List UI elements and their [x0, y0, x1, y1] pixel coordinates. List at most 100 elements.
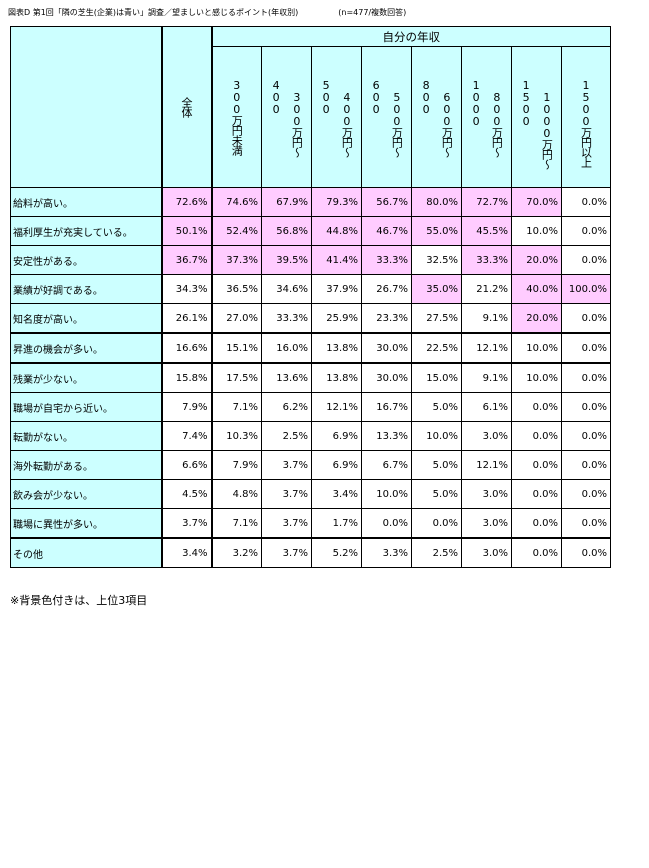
cell-value: 0.0%: [561, 421, 611, 451]
cell-value: 12.1%: [461, 450, 512, 480]
cell-value: 2.5%: [261, 421, 312, 451]
cell-value: 7.1%: [211, 392, 262, 422]
cell-value: 67.9%: [261, 187, 312, 217]
cell-value: 0.0%: [561, 245, 611, 275]
cell-value: 0.0%: [561, 362, 611, 393]
cell-value: 10.0%: [511, 332, 562, 364]
row-label: 知名度が高い。: [10, 303, 163, 334]
cell-value: 0.0%: [511, 537, 562, 568]
row-label: 職場に異性が多い。: [10, 508, 163, 539]
cell-value: 37.3%: [211, 245, 262, 275]
row-label: 福利厚生が充実している。: [10, 216, 163, 246]
table-row: その他 3.4% 3.2% 3.7% 5.2% 3.3% 2.5% 3.0% 0.0% 0.0%: [10, 537, 611, 568]
cell-value: 15.0%: [411, 362, 462, 393]
cell-value: 6.2%: [261, 392, 312, 422]
cell-value: 13.8%: [311, 332, 362, 364]
cell-value: 55.0%: [411, 216, 462, 246]
cell-value: 6.9%: [311, 421, 362, 451]
table-row: 転勤がない。 7.4% 10.3% 2.5% 6.9% 13.3% 10.0% 3.0% 0.0…: [10, 421, 611, 451]
cell-value: 80.0%: [411, 187, 462, 217]
cell-value: 0.0%: [561, 450, 611, 480]
table-row: 職場に異性が多い。 3.7% 7.1% 3.7% 1.7% 0.0% 0.0% 3.0% 0.0…: [10, 508, 611, 539]
cell-value: 3.3%: [361, 537, 412, 568]
header-row-2: 300万円未満 400 300万円〜 500 400万円〜 600 500万円〜 800 600…: [11, 46, 611, 188]
cell-total: 4.5%: [161, 479, 213, 509]
header-col-6: 1500 1000万円〜: [511, 46, 562, 188]
cell-value: 12.1%: [311, 392, 362, 422]
cell-value: 10.0%: [511, 216, 562, 246]
cell-value: 36.5%: [211, 274, 262, 304]
cell-value: 9.1%: [461, 303, 512, 334]
row-label: 職場が自宅から近い。: [10, 392, 163, 422]
header-total: 全体: [161, 26, 213, 188]
cell-value: 3.7%: [261, 450, 312, 480]
cell-value: 33.3%: [361, 245, 412, 275]
header-col-text: 1000万円〜: [540, 91, 554, 169]
cell-value: 10.0%: [411, 421, 462, 451]
cell-value: 0.0%: [411, 508, 462, 539]
cell-value: 0.0%: [561, 303, 611, 334]
cell-value: 13.3%: [361, 421, 412, 451]
cell-value: 46.7%: [361, 216, 412, 246]
header-col-text: 400: [269, 79, 283, 115]
cell-value: 5.0%: [411, 479, 462, 509]
cell-value: 21.2%: [461, 274, 512, 304]
header-col-1: 400 300万円〜: [261, 46, 312, 188]
header-col-text: 500: [319, 79, 333, 115]
table-row: 残業が少ない。 15.8% 17.5% 13.6% 13.8% 30.0% 15.0% 9.1…: [10, 362, 611, 393]
cell-value: 10.0%: [361, 479, 412, 509]
cell-value: 13.8%: [311, 362, 362, 393]
header-col-text: 800: [419, 79, 433, 115]
cell-value: 79.3%: [311, 187, 362, 217]
cell-value: 39.5%: [261, 245, 312, 275]
cell-value: 35.0%: [411, 274, 462, 304]
header-col-2: 500 400万円〜: [311, 46, 362, 188]
cell-value: 20.0%: [511, 303, 562, 334]
header-col-text: 1500万円以上: [579, 79, 593, 167]
table-row: 海外転勤がある。 6.6% 7.9% 3.7% 6.9% 6.7% 5.0% 12.1% 0.0…: [10, 450, 611, 480]
cell-value: 5.2%: [311, 537, 362, 568]
row-label: 給料が高い。: [10, 187, 163, 217]
row-label: 転勤がない。: [10, 421, 163, 451]
cell-value: 20.0%: [511, 245, 562, 275]
cell-value: 0.0%: [511, 450, 562, 480]
cell-value: 3.7%: [261, 479, 312, 509]
cell-value: 6.7%: [361, 450, 412, 480]
cell-value: 30.0%: [361, 362, 412, 393]
table-row: 飲み会が少ない。 4.5% 4.8% 3.7% 3.4% 10.0% 5.0% 3.0% 0.0…: [10, 479, 611, 509]
cell-total: 3.7%: [161, 508, 213, 539]
cell-value: 27.0%: [211, 303, 262, 334]
cell-total: 16.6%: [161, 332, 213, 364]
cell-value: 5.0%: [411, 392, 462, 422]
cell-value: 56.7%: [361, 187, 412, 217]
cell-total: 72.6%: [161, 187, 213, 217]
header-col-text: 600: [369, 79, 383, 115]
cell-value: 6.1%: [461, 392, 512, 422]
cell-value: 0.0%: [511, 508, 562, 539]
table-row: 福利厚生が充実している。 50.1% 52.4% 56.8% 44.8% 46.7% 55.…: [10, 216, 611, 246]
figure-title: 図表D 第1回「隣の芝生(企業)は青い」調査／望ましいと感じるポイント(年収別)…: [8, 7, 406, 18]
cell-value: 37.9%: [311, 274, 362, 304]
cell-value: 44.8%: [311, 216, 362, 246]
cell-total: 26.1%: [161, 303, 213, 334]
cell-value: 25.9%: [311, 303, 362, 334]
header-col-3: 600 500万円〜: [361, 46, 412, 188]
cell-value: 26.7%: [361, 274, 412, 304]
table-body: 全体 自分の年収 300万円未満 400 300万円〜 500 400万円〜 600 500…: [10, 26, 611, 568]
cell-value: 33.3%: [461, 245, 512, 275]
header-col-text: 1000: [469, 79, 483, 127]
row-label: 昇進の機会が多い。: [10, 332, 163, 364]
cell-value: 32.5%: [411, 245, 462, 275]
header-col-5: 1000 800万円〜: [461, 46, 512, 188]
cell-value: 56.8%: [261, 216, 312, 246]
cell-value: 3.7%: [261, 508, 312, 539]
cell-value: 15.1%: [211, 332, 262, 364]
cell-value: 52.4%: [211, 216, 262, 246]
header-total-label: 全体: [180, 97, 193, 117]
cell-value: 0.0%: [561, 332, 611, 364]
cell-value: 0.0%: [561, 508, 611, 539]
sample-note: (n=477/複数回答): [338, 8, 407, 17]
cell-value: 3.2%: [211, 537, 262, 568]
cell-value: 0.0%: [511, 392, 562, 422]
cell-value: 3.0%: [461, 537, 512, 568]
